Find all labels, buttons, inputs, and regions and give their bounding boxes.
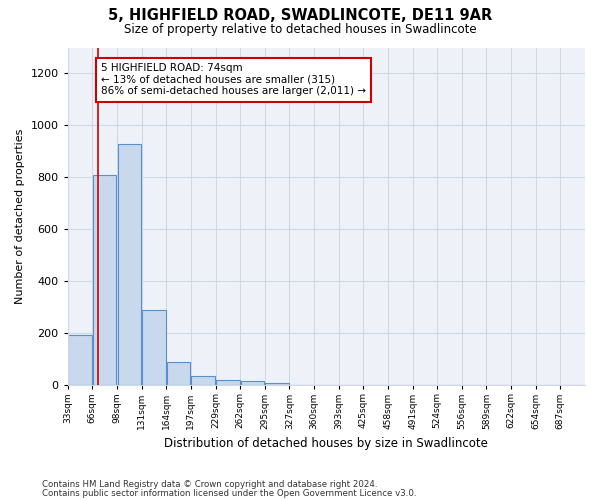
- Bar: [118, 144, 141, 386]
- Bar: [68, 336, 92, 386]
- Text: Contains HM Land Registry data © Crown copyright and database right 2024.: Contains HM Land Registry data © Crown c…: [42, 480, 377, 489]
- Bar: [265, 382, 289, 386]
- Bar: [167, 362, 190, 386]
- Text: 5, HIGHFIELD ROAD, SWADLINCOTE, DE11 9AR: 5, HIGHFIELD ROAD, SWADLINCOTE, DE11 9AR: [108, 8, 492, 22]
- Text: 5 HIGHFIELD ROAD: 74sqm
← 13% of detached houses are smaller (315)
86% of semi-d: 5 HIGHFIELD ROAD: 74sqm ← 13% of detache…: [101, 63, 366, 96]
- Text: Contains public sector information licensed under the Open Government Licence v3: Contains public sector information licen…: [42, 490, 416, 498]
- Bar: [191, 376, 215, 386]
- Text: Size of property relative to detached houses in Swadlincote: Size of property relative to detached ho…: [124, 22, 476, 36]
- Y-axis label: Number of detached properties: Number of detached properties: [15, 128, 25, 304]
- X-axis label: Distribution of detached houses by size in Swadlincote: Distribution of detached houses by size …: [164, 437, 488, 450]
- Bar: [241, 382, 264, 386]
- Bar: [216, 380, 239, 386]
- Bar: [142, 310, 166, 386]
- Bar: [93, 175, 116, 386]
